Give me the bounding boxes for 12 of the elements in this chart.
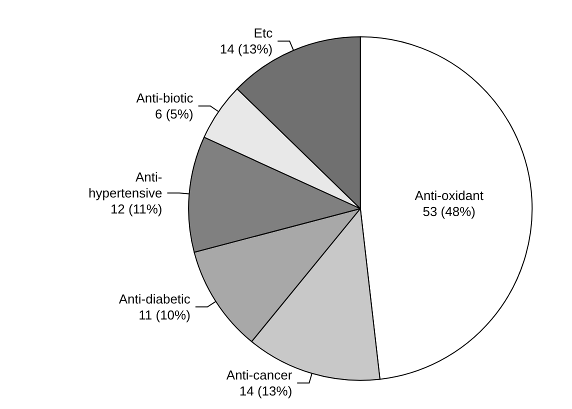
data-label: 6 (5%): [155, 106, 194, 122]
data-label: 14 (13%): [239, 384, 292, 399]
slice-label: Anti- hypertensive: [88, 170, 162, 201]
slice-label: Anti-cancer: [226, 368, 293, 383]
data-label: 14 (13%): [220, 42, 273, 57]
data-label: 11 (10%): [138, 307, 190, 322]
slice-label: Anti-oxidant: [414, 188, 484, 204]
slice-label: Anti-diabetic: [118, 291, 191, 306]
slice-label: Anti-biotic: [136, 90, 194, 106]
slice-label: Etc: [254, 26, 274, 41]
data-label: 12 (11%): [110, 202, 162, 217]
data-label: 53 (48%): [422, 204, 476, 220]
